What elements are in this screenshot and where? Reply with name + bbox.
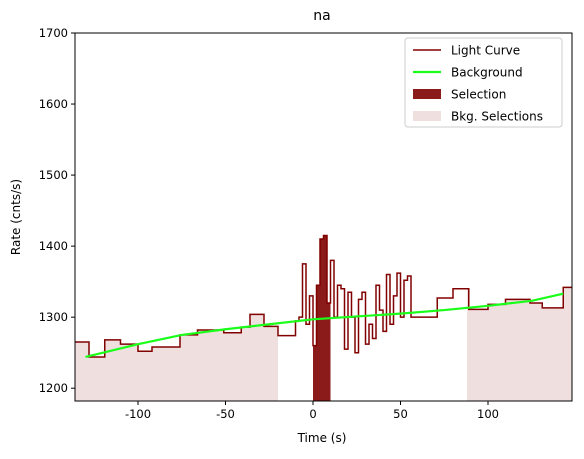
legend-label: Bkg. Selections [451, 110, 543, 124]
legend-swatch [413, 89, 441, 99]
legend-label: Background [451, 66, 523, 80]
bkg-selection [75, 314, 278, 401]
y-tick-label: 1700 [39, 26, 68, 40]
legend-label: Light Curve [451, 44, 520, 58]
x-tick-label: 0 [309, 407, 316, 421]
legend-swatch [413, 111, 441, 121]
x-tick-label: 50 [393, 407, 408, 421]
y-axis-label: Rate (cnts/s) [9, 179, 23, 255]
y-tick-label: 1600 [39, 97, 68, 111]
y-tick-label: 1200 [39, 381, 68, 395]
legend-label: Selection [451, 88, 506, 102]
legend-box [404, 37, 563, 128]
background-line [85, 292, 564, 359]
x-axis-label: Time (s) [297, 431, 347, 445]
axes-frame [74, 32, 573, 402]
y-tick-label: 1400 [39, 239, 68, 253]
bkg-selection [467, 287, 572, 401]
x-tick-label: -100 [125, 407, 151, 421]
chart-title: na [313, 8, 330, 24]
y-tick-label: 1300 [39, 310, 68, 324]
x-tick-label: 100 [477, 407, 499, 421]
y-tick-label: 1500 [39, 168, 68, 182]
x-tick-label: -50 [216, 407, 235, 421]
